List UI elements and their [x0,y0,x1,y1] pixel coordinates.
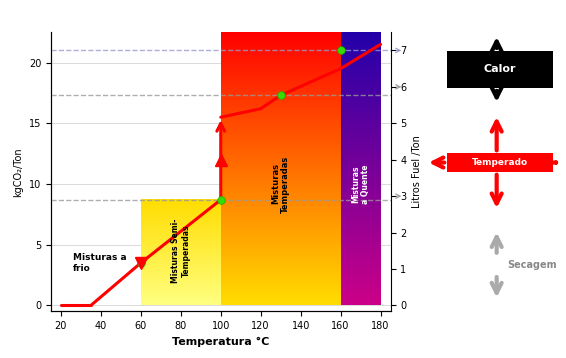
Y-axis label: kgCO₂/Ton: kgCO₂/Ton [13,147,23,197]
Text: Misturas
a Quente: Misturas a Quente [351,164,370,204]
Bar [447,51,553,88]
X-axis label: Temperatura °C: Temperatura °C [172,337,269,347]
Text: Misturas a
frio: Misturas a frio [73,253,127,272]
Text: Secagem: Secagem [507,260,557,270]
Text: Misturas Semi-
Temperadas: Misturas Semi- Temperadas [171,219,191,283]
Y-axis label: Litros Fuel /Ton: Litros Fuel /Ton [412,135,422,208]
Text: Misturas
Temperadas: Misturas Temperadas [271,155,290,213]
Text: Calor: Calor [484,64,516,74]
Text: Temperado: Temperado [472,158,528,167]
Bar [447,153,553,172]
